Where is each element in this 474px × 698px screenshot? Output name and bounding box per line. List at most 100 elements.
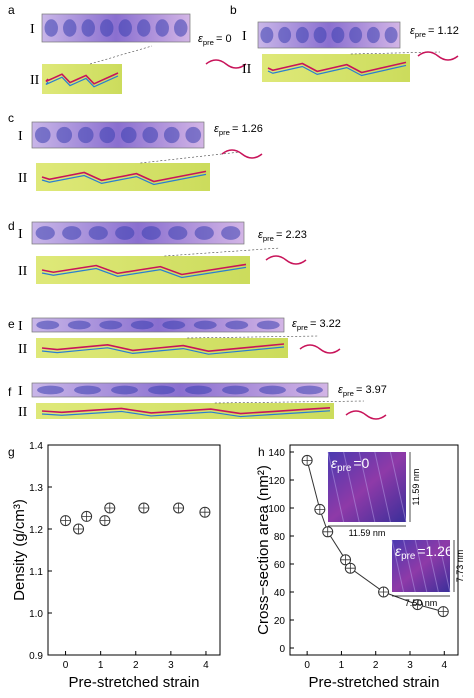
strain-label: εpre =0 — [331, 455, 370, 474]
crystal — [99, 320, 123, 330]
inset-texture — [437, 539, 451, 593]
crystal — [296, 385, 323, 395]
strain-symbol: ε — [214, 123, 219, 135]
row-label: I — [242, 29, 247, 44]
crystal — [256, 320, 280, 330]
chain-conformation — [345, 410, 387, 420]
crystal — [44, 19, 58, 37]
data-point — [199, 506, 211, 518]
marker-cross — [378, 587, 389, 597]
crystal — [148, 385, 175, 395]
panel-label: g — [8, 445, 15, 459]
crystal — [88, 226, 108, 240]
data-point — [412, 599, 424, 611]
row-label: I — [18, 319, 23, 334]
x-axis-title: Pre-stretched strain — [69, 674, 200, 691]
strain-sub: pre — [401, 551, 416, 562]
data-point — [73, 523, 85, 535]
chain-blue — [267, 64, 407, 77]
marker-cross — [438, 606, 449, 617]
crystal — [155, 19, 169, 37]
crystal — [163, 126, 180, 144]
row-label: II — [18, 342, 28, 357]
data-point — [138, 502, 150, 514]
dim-width: 7.50 nm — [405, 598, 438, 608]
crystal — [100, 19, 114, 37]
strain-symbol: ε — [395, 543, 402, 559]
crystal — [118, 19, 132, 37]
strain-sub: pre — [415, 30, 426, 39]
x-tick-label: 2 — [373, 660, 379, 671]
y-tick-label: 1.2 — [29, 525, 43, 536]
fiber-snapshot — [262, 54, 410, 82]
y-axis-title: Density (g/cm³) — [11, 499, 28, 601]
y-tick-label: 1.0 — [29, 609, 43, 620]
inset-texture — [391, 539, 405, 593]
data-point — [322, 526, 334, 538]
crystal — [194, 226, 214, 240]
guide-line — [214, 400, 365, 404]
panel-label: c — [8, 111, 14, 125]
crystal — [313, 26, 327, 44]
chain-blue — [41, 266, 247, 279]
strain-symbol: ε — [258, 229, 263, 241]
marker-cross — [340, 554, 351, 565]
crystal — [115, 226, 135, 240]
y-axis-title: Cross−section area (nm²) — [255, 465, 272, 635]
data-point — [99, 515, 111, 527]
chain-conformation — [417, 51, 459, 61]
chain-blue — [41, 173, 207, 186]
crystal — [278, 26, 292, 44]
x-axis-title: Pre-stretched strain — [309, 674, 440, 691]
strain-sub: pre — [343, 389, 354, 398]
strain-label: εpre =1.26 — [395, 543, 453, 562]
strain-label: εpre = 0 — [198, 33, 232, 47]
strain-symbol: ε — [410, 25, 415, 37]
crystal — [260, 26, 274, 44]
x-tick-label: 0 — [63, 660, 69, 671]
crystal — [295, 26, 309, 44]
crystal — [111, 385, 138, 395]
x-tick-label: 4 — [442, 660, 448, 671]
crystal — [77, 126, 94, 144]
plot-frame — [47, 444, 221, 656]
guide-line — [187, 335, 319, 339]
strain-value: = 1.26 — [232, 123, 263, 135]
inset-texture — [327, 451, 345, 523]
crystal — [62, 226, 82, 240]
y-tick-label: 100 — [268, 504, 285, 515]
chain-blue — [41, 410, 331, 418]
crystal — [174, 19, 188, 37]
x-tick-label: 1 — [339, 660, 345, 671]
strain-value: = 0 — [216, 33, 232, 45]
chain-red — [45, 72, 119, 85]
x-tick-label: 0 — [304, 660, 310, 671]
chain-conformation — [221, 149, 263, 159]
chain-conformation — [265, 255, 307, 265]
crystal — [384, 26, 398, 44]
panel-label: b — [230, 3, 237, 17]
y-tick-label: 1.1 — [29, 567, 43, 578]
crystal — [349, 26, 363, 44]
box-snapshot — [31, 382, 329, 398]
strain-value: = 1.12 — [428, 25, 459, 37]
crystal — [130, 320, 154, 330]
y-tick-label: 0 — [279, 644, 285, 655]
marker-cross — [60, 515, 71, 526]
inset-texture — [426, 539, 439, 593]
chain-blue — [41, 346, 285, 355]
crystal — [366, 26, 380, 44]
panel-label: a — [8, 3, 15, 17]
crystal — [35, 226, 55, 240]
marker-cross — [322, 526, 333, 537]
x-tick-label: 1 — [98, 660, 104, 671]
y-tick-label: 0.9 — [29, 651, 43, 662]
panel-label: f — [8, 385, 12, 399]
guide-line — [164, 247, 281, 257]
panel-label: e — [8, 317, 15, 331]
data-point — [437, 606, 449, 618]
x-tick-label: 4 — [203, 660, 209, 671]
inset-texture — [343, 451, 360, 523]
data-point — [173, 502, 185, 514]
